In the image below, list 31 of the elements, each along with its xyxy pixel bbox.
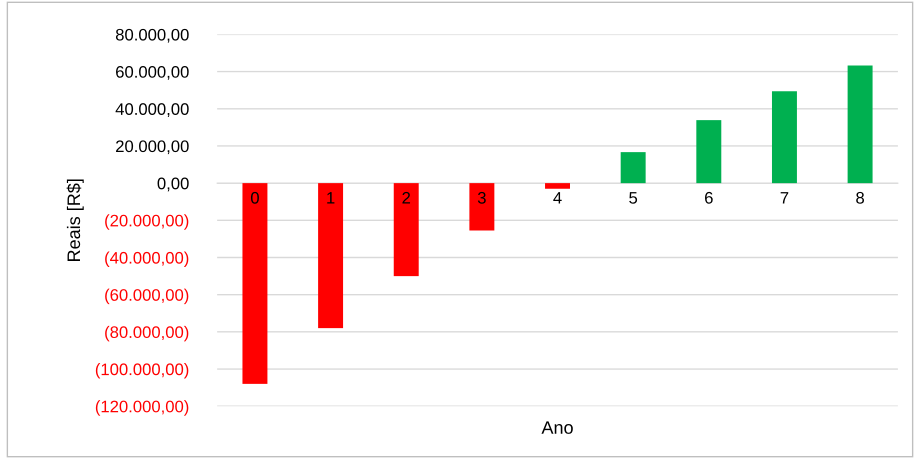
x-tick-label: 6 bbox=[705, 192, 713, 204]
y-tick-label: (80.000,00) bbox=[105, 326, 188, 342]
y-tick-label: (20.000,00) bbox=[105, 214, 188, 230]
x-tick-label: 7 bbox=[780, 192, 788, 204]
x-axis-title: Ano bbox=[541, 421, 573, 434]
x-tick-label: 1 bbox=[327, 192, 334, 204]
y-tick-label: (120.000,00) bbox=[96, 400, 188, 416]
y-tick-label: 80.000,00 bbox=[116, 28, 189, 43]
bar bbox=[620, 152, 646, 184]
y-tick-label: (40.000,00) bbox=[105, 251, 188, 267]
y-tick-label: (100.000,00) bbox=[96, 362, 188, 379]
bar bbox=[696, 120, 722, 184]
x-tick-label: 0 bbox=[250, 192, 259, 204]
x-tick-label: 4 bbox=[553, 192, 562, 204]
bar bbox=[772, 91, 797, 184]
bar bbox=[469, 183, 494, 231]
x-tick-label: 3 bbox=[478, 192, 486, 204]
y-axis-title: Reais [R$] bbox=[66, 179, 84, 261]
x-tick-label: 5 bbox=[629, 192, 638, 204]
bar bbox=[242, 183, 268, 384]
y-tick-label: 40.000,00 bbox=[116, 103, 189, 117]
bar bbox=[318, 183, 344, 328]
bar bbox=[848, 65, 873, 184]
y-tick-label: 20.000,00 bbox=[116, 140, 189, 154]
y-tick-label: (60.000,00) bbox=[105, 288, 188, 304]
x-tick-label: 8 bbox=[856, 192, 864, 204]
y-tick-label: 60.000,00 bbox=[116, 66, 189, 80]
bar bbox=[394, 183, 419, 276]
x-tick-label: 2 bbox=[402, 192, 410, 204]
y-tick-label: 0,00 bbox=[158, 178, 189, 192]
bar bbox=[545, 183, 570, 189]
